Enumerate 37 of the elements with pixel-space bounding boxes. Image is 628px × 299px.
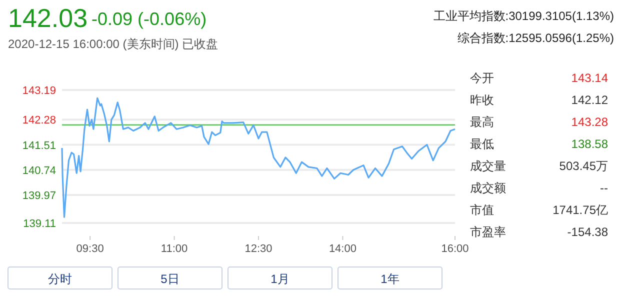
y-tick-label: 139.11 — [23, 218, 56, 230]
line-series — [61, 97, 456, 218]
y-tick-label: 141.51 — [22, 140, 56, 152]
y-tick-label: 139.97 — [22, 190, 56, 202]
text: 1月 — [270, 272, 290, 286]
text: 综合指数:12595.0596(1.25%) — [457, 31, 614, 45]
x-tick-label: 09:30 — [76, 243, 104, 255]
text: 最低 — [470, 137, 494, 151]
x-tick-label: 11:00 — [160, 243, 188, 255]
x-tick-label: 12:30 — [244, 243, 272, 255]
chart-title: 142.03 — [8, 3, 88, 33]
y-tick-label: 140.74 — [22, 164, 56, 177]
text: 138.58 — [571, 137, 608, 151]
x-tick-label: 16:00 — [441, 243, 469, 255]
y-tick-label: 143.19 — [22, 85, 56, 97]
text: 分时 — [48, 272, 72, 286]
text: 成交量 — [470, 159, 506, 173]
x-tick-label: 14:00 — [328, 243, 356, 255]
text: 143.14 — [571, 71, 608, 85]
text: 142.12 — [571, 93, 608, 107]
text: 最高 — [470, 115, 494, 129]
text: 今开 — [470, 71, 494, 85]
text: 143.28 — [571, 115, 608, 129]
text: -154.38 — [567, 225, 608, 239]
text: 5日 — [160, 272, 180, 286]
text: 市盈率 — [470, 225, 506, 239]
text: 1年 — [380, 272, 400, 286]
text: 昨收 — [470, 93, 494, 107]
text: 503.45万 — [559, 159, 608, 173]
text: 市值 — [470, 203, 494, 217]
text: 1741.75亿 — [552, 203, 608, 217]
text: 工业平均指数:30199.3105(1.13%) — [433, 9, 614, 23]
text: 2020-12-15 16:00:00 (美东时间) 已收盘 — [8, 37, 218, 51]
text: 成交额 — [470, 181, 506, 195]
text: -- — [600, 181, 608, 195]
chart-subtitle: -0.09 (-0.06%) — [92, 9, 207, 29]
y-tick-label: 142.28 — [22, 114, 56, 127]
